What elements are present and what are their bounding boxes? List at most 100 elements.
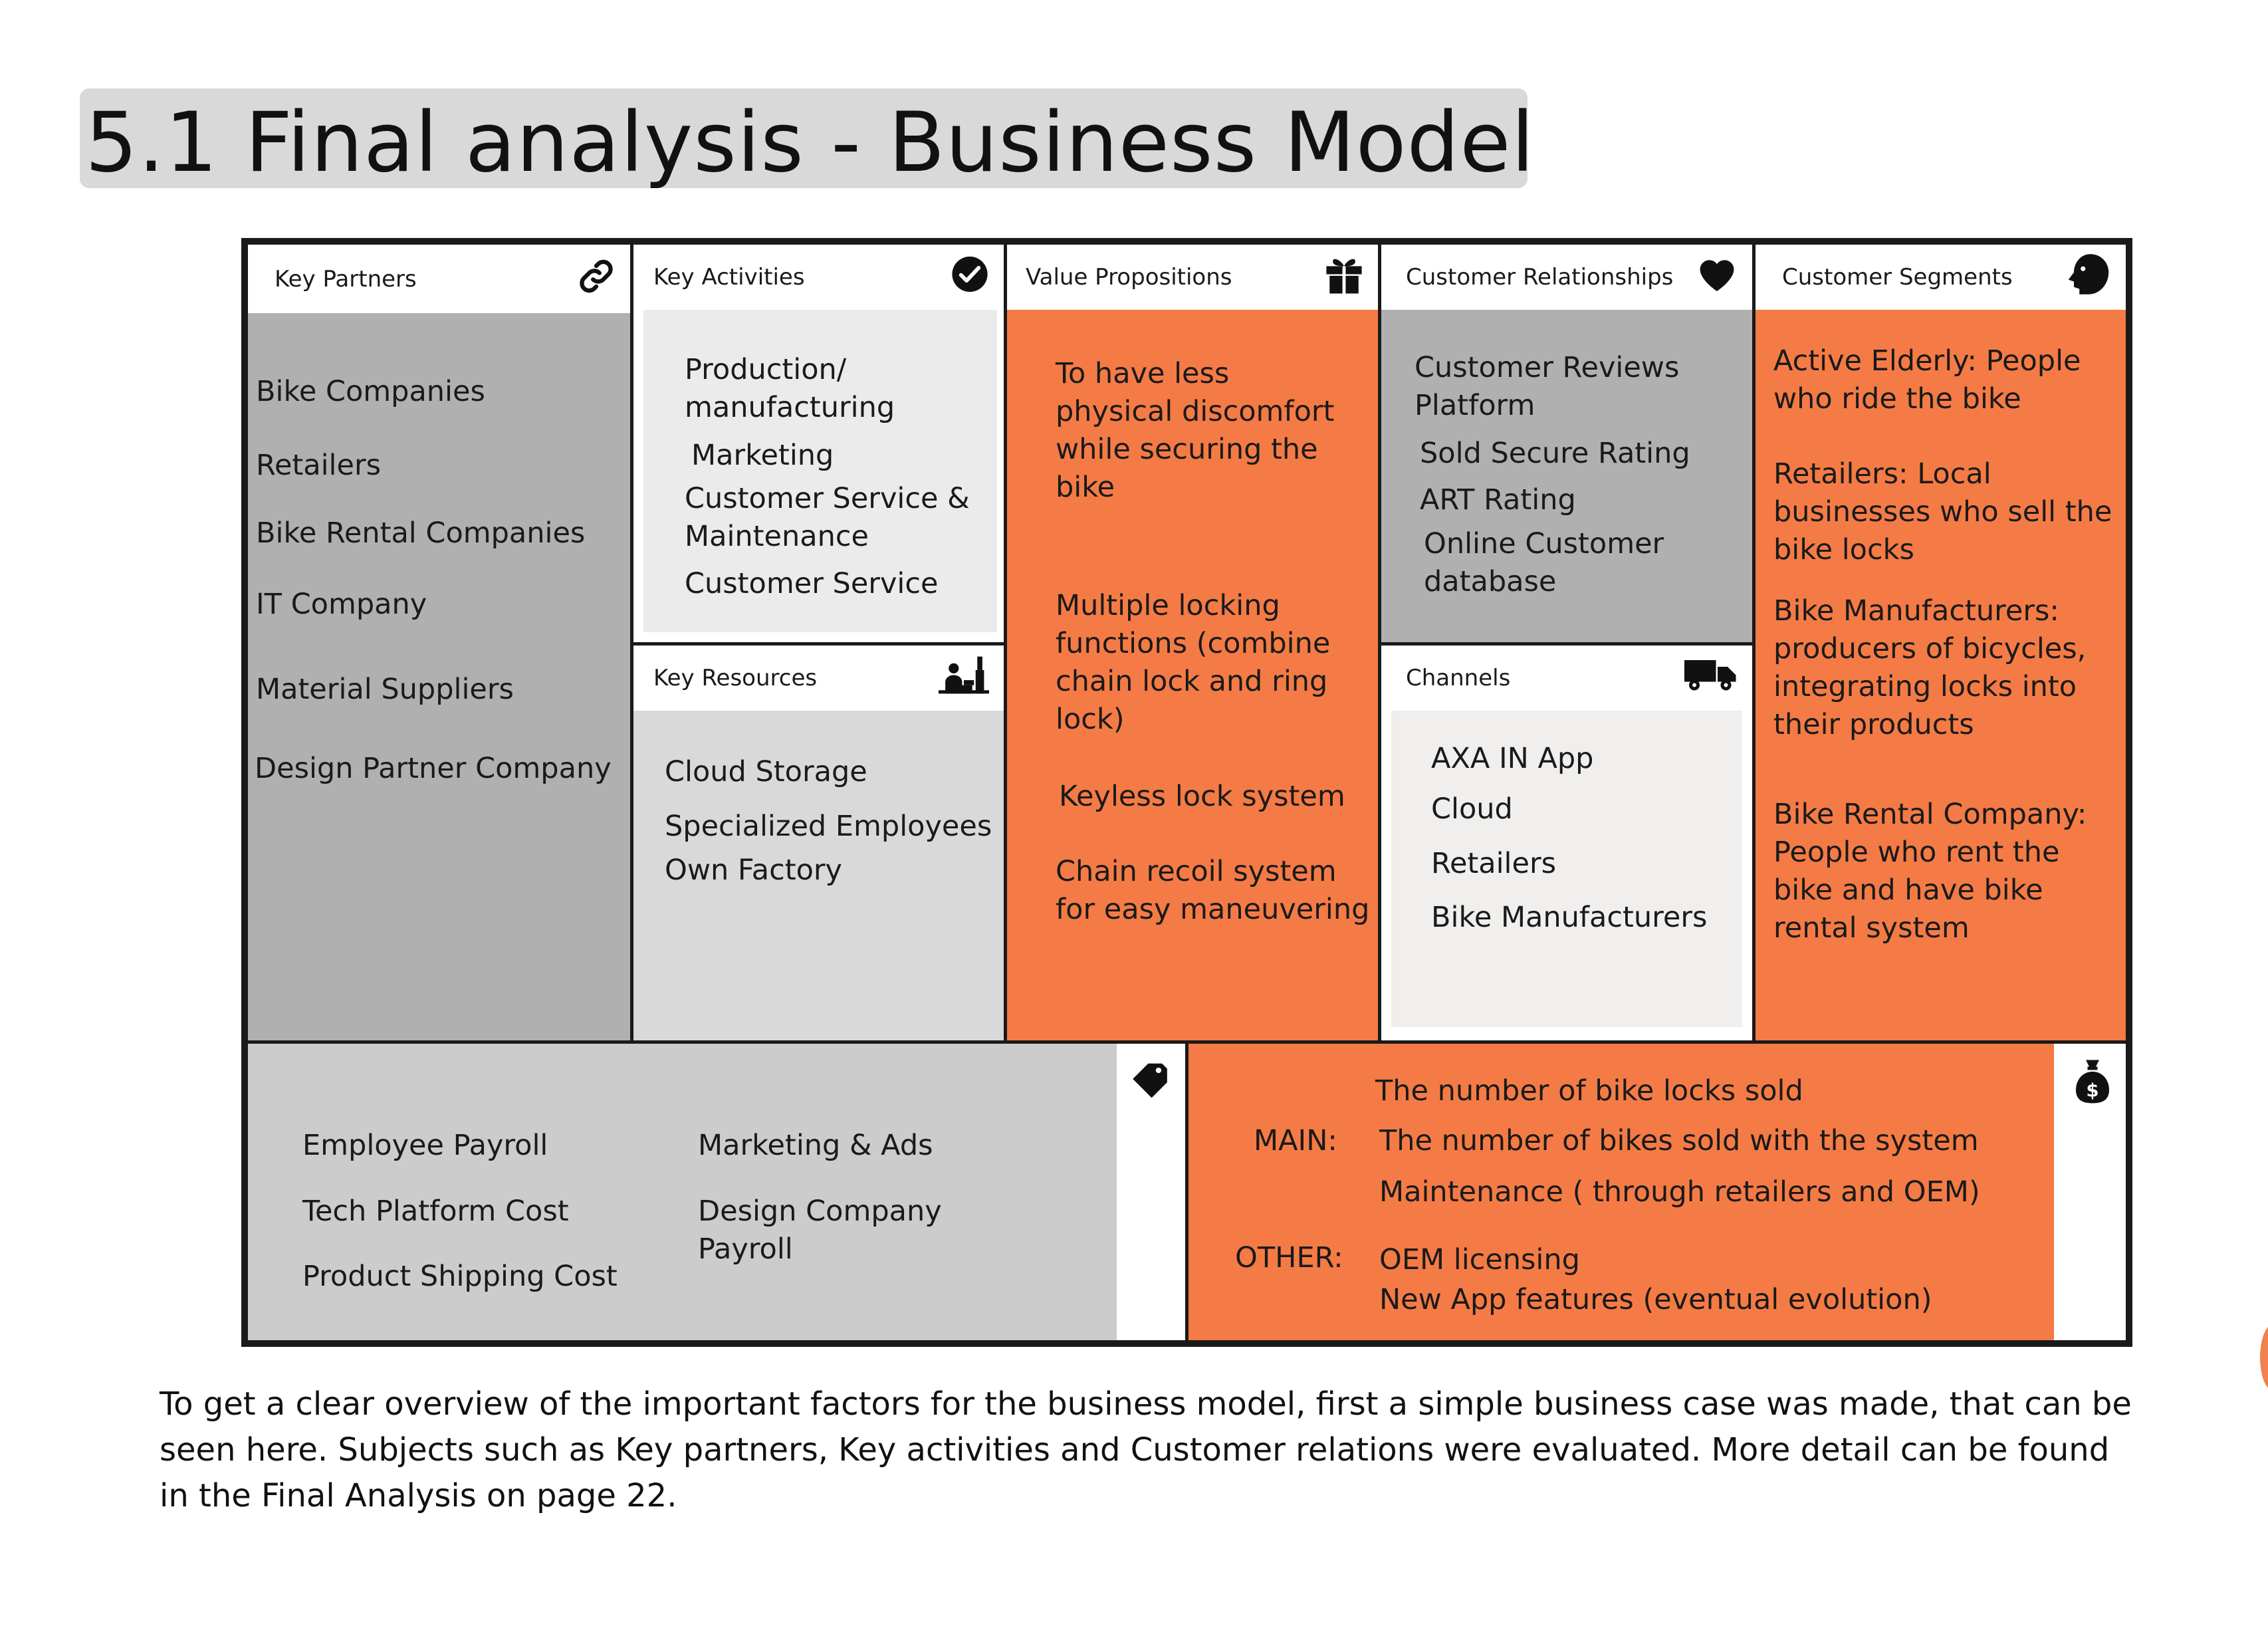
list-item: ART Rating	[1420, 483, 1576, 517]
divider	[1004, 245, 1007, 1040]
decorative-edge-shape	[2260, 1324, 2268, 1391]
list-item: database	[1424, 565, 1557, 598]
list-item: Specialized Employees	[665, 810, 992, 843]
key-activities-block: Key Activities Production/ manufacturing…	[633, 245, 1004, 642]
page-title: 5.1 Final analysis - Business Model	[85, 95, 1535, 191]
key-resources-label: Key Resources	[653, 665, 818, 691]
revenue-other-label: OTHER:	[1235, 1241, 1343, 1274]
list-item: Product Shipping Cost	[302, 1260, 618, 1293]
list-item: while securing the	[1056, 433, 1318, 466]
key-partners-block: Key Partners Bike Companies Retailers Bi…	[248, 245, 630, 1040]
list-item: bike locks	[1773, 533, 1914, 566]
truck-icon	[1684, 658, 1738, 699]
list-item: bike	[1056, 471, 1115, 504]
list-item: Maintenance	[685, 520, 869, 553]
revenue-main-label: MAIN:	[1254, 1124, 1337, 1157]
key-partners-header: Key Partners	[248, 245, 630, 313]
customer-segments-header: Customer Segments	[1756, 245, 2126, 310]
list-item: chain lock and ring	[1056, 665, 1328, 698]
list-item: To have less	[1056, 357, 1230, 390]
list-item: Bike Companies	[256, 375, 485, 408]
list-item: rental system	[1773, 911, 1970, 945]
paragraph-line: seen here. Subjects such as Key partners…	[160, 1431, 2110, 1469]
list-item: Marketing	[691, 439, 834, 472]
list-item: Customer Service	[685, 567, 939, 600]
list-item: Retailers	[256, 449, 382, 482]
list-item: Retailers: Local	[1773, 457, 1991, 491]
list-item: Design Partner Company	[255, 752, 612, 785]
list-item: for easy maneuvering	[1056, 893, 1370, 926]
customer-segments-label: Customer Segments	[1782, 264, 2013, 291]
divider	[1752, 245, 1756, 1040]
list-item: Platform	[1415, 389, 1535, 422]
list-item: Design Company	[698, 1195, 942, 1228]
factory-worker-icon	[939, 653, 989, 703]
list-item: producers of bicycles,	[1773, 632, 2087, 665]
heart-icon	[1696, 256, 1738, 299]
value-propositions-block: Value Propositions To have less physical…	[1007, 245, 1378, 1040]
value-propositions-header: Value Propositions	[1007, 245, 1378, 310]
channels-header: Channels	[1381, 646, 1752, 711]
svg-text:$: $	[2086, 1080, 2098, 1102]
list-item: Chain recoil system	[1056, 855, 1337, 888]
divider	[630, 245, 633, 1040]
list-item: Material Suppliers	[256, 673, 514, 706]
price-tag-icon	[1129, 1058, 1171, 1102]
list-item: Employee Payroll	[302, 1129, 548, 1162]
list-item: Tech Platform Cost	[302, 1195, 569, 1228]
divider	[248, 1040, 2126, 1044]
cost-structure-block: Employee Payroll Tech Platform Cost Prod…	[248, 1044, 1185, 1340]
list-item: The number of bike locks sold	[1375, 1074, 1803, 1108]
divider	[1381, 642, 1752, 646]
list-item: Marketing & Ads	[698, 1129, 933, 1162]
list-item: Bike Rental Companies	[256, 517, 586, 550]
revenue-streams-block: $ MAIN: OTHER: The number of bike locks …	[1189, 1044, 2126, 1340]
list-item: Multiple locking	[1056, 589, 1280, 622]
business-model-canvas: Key Partners Bike Companies Retailers Bi…	[241, 238, 2132, 1347]
list-item: businesses who sell the	[1773, 495, 2112, 529]
description-paragraph: To get a clear overview of the important…	[160, 1381, 2240, 1519]
paragraph-line: in the Final Analysis on page 22.	[160, 1477, 677, 1514]
list-item: their products	[1773, 708, 1974, 741]
list-item: The number of bikes sold with the system	[1379, 1124, 1979, 1157]
list-item: lock)	[1056, 703, 1125, 736]
list-item: Active Elderly: People	[1773, 344, 2081, 378]
gift-icon	[1325, 253, 1363, 302]
list-item: who ride the bike	[1773, 382, 2021, 415]
divider	[1185, 1044, 1189, 1340]
list-item: Bike Manufacturers	[1431, 901, 1708, 934]
list-item: Customer Reviews	[1415, 351, 1680, 384]
list-item: New App features (eventual evolution)	[1379, 1283, 1932, 1316]
list-item: IT Company	[256, 588, 427, 621]
list-item: Online Customer	[1424, 527, 1664, 560]
key-resources-header: Key Resources	[633, 646, 1004, 711]
divider	[633, 642, 1004, 646]
list-item: Keyless lock system	[1059, 780, 1345, 813]
list-item: Cloud Storage	[665, 755, 867, 788]
list-item: Sold Secure Rating	[1420, 437, 1690, 470]
list-item: physical discomfort	[1056, 395, 1335, 428]
list-item: Payroll	[698, 1233, 793, 1266]
person-head-icon	[2066, 253, 2111, 302]
list-item: Customer Service &	[685, 482, 970, 515]
customer-segments-block: Customer Segments Active Elderly: People…	[1756, 245, 2126, 1040]
list-item: Bike Manufacturers:	[1773, 594, 2059, 628]
list-item: Retailers	[1431, 847, 1557, 880]
list-item: Production/	[685, 353, 847, 386]
paragraph-line: To get a clear overview of the important…	[160, 1385, 2132, 1423]
list-item: OEM licensing	[1379, 1243, 1580, 1276]
list-item: Own Factory	[665, 854, 843, 887]
list-item: Cloud	[1431, 792, 1513, 826]
channels-label: Channels	[1406, 665, 1511, 691]
key-partners-label: Key Partners	[275, 265, 417, 293]
list-item: Maintenance ( through retailers and OEM)	[1379, 1175, 1980, 1209]
value-propositions-label: Value Propositions	[1026, 264, 1232, 291]
key-resources-block: Key Resources Cloud Storage Specialized …	[633, 646, 1004, 1040]
list-item: functions (combine	[1056, 627, 1331, 660]
customer-relationships-label: Customer Relationships	[1406, 264, 1674, 291]
list-item: manufacturing	[685, 391, 895, 424]
channels-block: Channels AXA IN App Cloud Retailers Bike…	[1381, 646, 1752, 1040]
divider	[1378, 245, 1381, 1040]
list-item: bike and have bike	[1773, 874, 2043, 907]
customer-relationships-block: Customer Relationships Customer Reviews …	[1381, 245, 1752, 642]
